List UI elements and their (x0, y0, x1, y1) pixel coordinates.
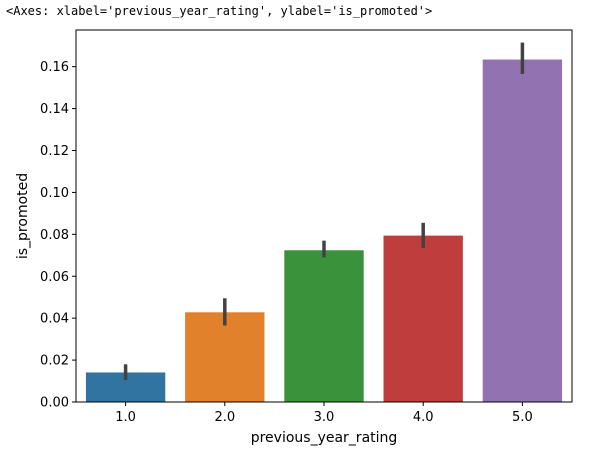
x-tick-label: 4.0 (413, 410, 434, 425)
y-tick-label: 0.02 (40, 354, 69, 369)
y-axis-label: is_promoted (15, 173, 31, 259)
y-tick-label: 0.06 (40, 270, 69, 285)
error-bars-group (123, 42, 525, 380)
y-tick-label: 0.12 (40, 144, 69, 159)
y-tick-label: 0.08 (40, 228, 69, 243)
x-tick-label: 3.0 (314, 410, 335, 425)
x-tick-label: 5.0 (512, 410, 533, 425)
x-ticks-group: 1.0 2.0 3.0 4.0 5.0 (115, 402, 533, 425)
bar-4.0 (383, 235, 463, 402)
y-ticks-group: 0.00 0.02 0.04 0.06 0.08 0.10 0.12 0.14 0.16 (40, 60, 76, 411)
y-tick-label: 0.10 (40, 186, 69, 201)
y-tick-label: 0.04 (40, 312, 69, 327)
x-tick-label: 2.0 (214, 410, 235, 425)
y-tick-label: 0.16 (40, 60, 69, 75)
bars-group (85, 59, 563, 403)
output-repr-text: <Axes: xlabel='previous_year_rating', yl… (6, 4, 433, 18)
x-axis-label: previous_year_rating (251, 430, 398, 446)
y-tick-label: 0.00 (40, 396, 69, 411)
bar-5.0 (482, 59, 563, 403)
bar-2.0 (185, 312, 265, 402)
x-tick-label: 1.0 (115, 410, 136, 425)
bar-3.0 (284, 250, 364, 402)
y-tick-label: 0.14 (40, 102, 69, 117)
